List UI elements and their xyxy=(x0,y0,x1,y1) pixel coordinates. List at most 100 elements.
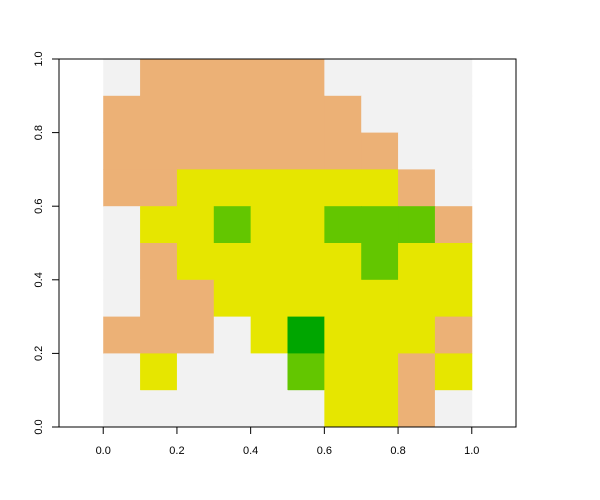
heatmap-cell xyxy=(103,390,141,428)
heatmap-cell xyxy=(361,169,399,207)
x-tick-label: 1.0 xyxy=(464,445,479,457)
heatmap-cell xyxy=(434,59,473,97)
heatmap-cell xyxy=(176,169,215,207)
heatmap-cell xyxy=(287,353,325,391)
heatmap-cell xyxy=(103,206,141,244)
x-tick-label: 0.6 xyxy=(317,445,332,457)
x-tick-label: 0.4 xyxy=(243,445,258,457)
heatmap-cell xyxy=(434,132,473,170)
heatmap-cell xyxy=(287,132,325,170)
heatmap-cell xyxy=(103,279,141,318)
heatmap-cell xyxy=(398,353,436,391)
heatmap-cell xyxy=(324,390,362,428)
heatmap-cell xyxy=(434,316,473,354)
heatmap-cell xyxy=(103,169,141,207)
heatmap-cell xyxy=(140,316,178,354)
heatmap-cell xyxy=(213,279,252,318)
heatmap-cell xyxy=(103,353,141,391)
heatmap-cell xyxy=(176,206,215,244)
heatmap-cell xyxy=(176,390,215,428)
heatmap-cell xyxy=(287,206,325,244)
y-tick-label: 0.0 xyxy=(33,419,45,434)
heatmap-cell xyxy=(361,132,399,170)
x-tick-label: 0.2 xyxy=(169,445,184,457)
heatmap-cell xyxy=(287,316,325,354)
heatmap-cell xyxy=(324,353,362,391)
heatmap-cell xyxy=(250,316,288,354)
x-tick-label: 0.8 xyxy=(390,445,405,457)
heatmap-cell xyxy=(287,390,325,428)
y-tick-label: 0.2 xyxy=(33,346,45,361)
heatmap-cell xyxy=(287,95,325,134)
heatmap-cell xyxy=(361,279,399,318)
heatmap-cell xyxy=(176,95,215,134)
heatmap-cell xyxy=(434,353,473,391)
heatmap-cell xyxy=(434,169,473,207)
heatmap-cell xyxy=(103,316,141,354)
heatmap-cell xyxy=(324,279,362,318)
heatmap-cell xyxy=(361,353,399,391)
heatmap-cell xyxy=(250,132,288,170)
heatmap-cell xyxy=(324,132,362,170)
heatmap-cell xyxy=(140,243,178,281)
heatmap-cell xyxy=(250,169,288,207)
y-tick-label: 1.0 xyxy=(33,51,45,66)
heatmap-cell xyxy=(398,206,436,244)
heatmap-cell xyxy=(176,59,215,97)
heatmap-cell xyxy=(434,279,473,318)
heatmap-cell xyxy=(324,95,362,134)
heatmap-cell xyxy=(176,132,215,170)
heatmap-cell xyxy=(250,353,288,391)
heatmap-cell xyxy=(398,316,436,354)
heatmap-cell xyxy=(213,243,252,281)
heatmap-cell xyxy=(176,316,215,354)
heatmap-cell xyxy=(361,95,399,134)
heatmap-cell xyxy=(361,206,399,244)
heatmap-cell xyxy=(176,353,215,391)
y-tick-label: 0.6 xyxy=(33,199,45,214)
heatmap-cell xyxy=(250,59,288,97)
y-tick-label: 0.8 xyxy=(33,125,45,140)
heatmap-cell xyxy=(398,390,436,428)
heatmap-cell xyxy=(398,95,436,134)
heatmap-cell xyxy=(324,316,362,354)
x-tick-label: 0.0 xyxy=(96,445,111,457)
heatmap-cell xyxy=(213,390,252,428)
heatmap-cell xyxy=(250,390,288,428)
heatmap-cell xyxy=(213,59,252,97)
heatmap-cell xyxy=(434,206,473,244)
heatmap-cell xyxy=(361,59,399,97)
heatmap-cell xyxy=(324,169,362,207)
heatmap-cell xyxy=(324,206,362,244)
heatmap-cell xyxy=(434,243,473,281)
heatmap-cell xyxy=(324,243,362,281)
heatmap-cell xyxy=(250,206,288,244)
heatmap-cell xyxy=(213,169,252,207)
heatmap-cell xyxy=(176,243,215,281)
heatmap-cell xyxy=(398,59,436,97)
heatmap-cell xyxy=(140,169,178,207)
heatmap-cell xyxy=(434,95,473,134)
heatmap-cell xyxy=(250,243,288,281)
heatmap-cell xyxy=(361,243,399,281)
heatmap-cell xyxy=(103,243,141,281)
heatmap-cell xyxy=(140,132,178,170)
heatmap-cells xyxy=(103,59,473,428)
heatmap-cell xyxy=(140,95,178,134)
heatmap-cell xyxy=(287,243,325,281)
heatmap-cell xyxy=(398,132,436,170)
heatmap-cell xyxy=(140,353,178,391)
axes: 0.0 0.2 0.4 0.6 0.8 1.0 0.0 0.2 0.4 0.6 0.8 1.0 xyxy=(33,51,517,457)
heatmap-cell xyxy=(398,243,436,281)
heatmap-cell xyxy=(213,353,252,391)
y-tick-label: 0.4 xyxy=(33,272,45,287)
heatmap-cell xyxy=(140,390,178,428)
heatmap-cell xyxy=(361,316,399,354)
heatmap-cell xyxy=(213,316,252,354)
heatmap-cell xyxy=(287,279,325,318)
heatmap-cell xyxy=(140,59,178,97)
heatmap-cell xyxy=(398,279,436,318)
heatmap-cell xyxy=(213,132,252,170)
heatmap-cell xyxy=(287,59,325,97)
